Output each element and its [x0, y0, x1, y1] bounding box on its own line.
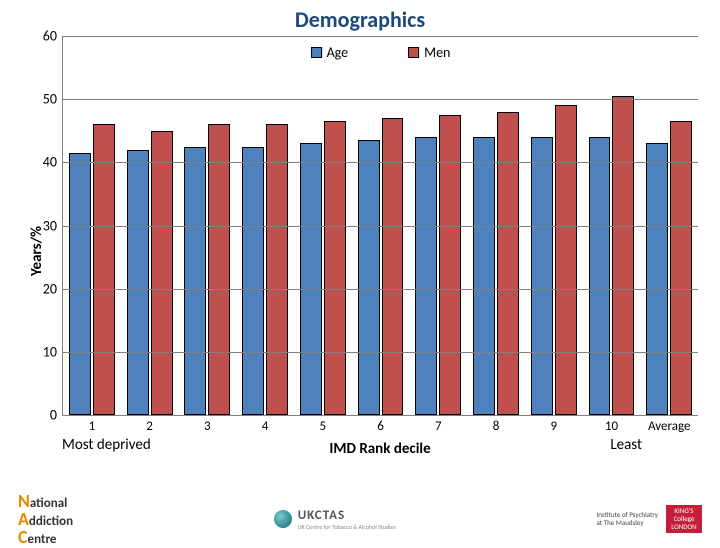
y-tick-label: 30: [43, 217, 63, 234]
gridline: [63, 289, 698, 290]
x-tick-label: Average: [640, 415, 698, 434]
bar: [184, 147, 206, 415]
bar: [266, 124, 288, 415]
y-tick-label: 0: [50, 407, 63, 424]
logo-ukctas: UKCTAS UK Centre for Tobacco & Alcohol S…: [274, 508, 396, 531]
x-tick-label: 9: [525, 415, 583, 434]
x-tick-label: 6: [352, 415, 410, 434]
gridline: [63, 162, 698, 163]
bar: [497, 112, 519, 415]
y-tick-label: 40: [43, 154, 63, 171]
chart-title: Demographics: [0, 0, 720, 33]
bar: [358, 140, 380, 415]
y-tick-label: 50: [43, 91, 63, 108]
chart-container: Years/% AgeMen 12345678910Average 010203…: [20, 36, 700, 466]
bar: [415, 137, 437, 415]
bar: [300, 143, 322, 415]
x-tick-label: 3: [178, 415, 236, 434]
globe-icon: [274, 510, 292, 528]
x-tick-label: 5: [294, 415, 352, 434]
plot-area: AgeMen 12345678910Average 0102030405060: [62, 36, 698, 416]
bar: [555, 105, 577, 415]
gridline: [63, 99, 698, 100]
x-tick-label: 2: [121, 415, 179, 434]
bar: [208, 124, 230, 415]
gridline: [63, 226, 698, 227]
x-tick-label: 4: [236, 415, 294, 434]
x-tick-label: 10: [583, 415, 641, 434]
bar: [151, 131, 173, 415]
y-tick-label: 10: [43, 343, 63, 360]
bar: [646, 143, 668, 415]
bar: [473, 137, 495, 415]
footer-logos: National Addiction Centre UKCTAS UK Cent…: [0, 498, 720, 540]
bar: [93, 124, 115, 415]
x-tick-label: 8: [467, 415, 525, 434]
bar: [670, 121, 692, 415]
y-tick-label: 60: [43, 28, 63, 45]
x-axis-label: IMD Rank decile: [62, 440, 698, 458]
x-tick-label: 1: [63, 415, 121, 434]
bar: [439, 115, 461, 415]
gridline: [63, 352, 698, 353]
sublabel-least: Least: [610, 436, 642, 454]
bar: [127, 150, 149, 415]
bar: [531, 137, 553, 415]
bar: [612, 96, 634, 415]
bar: [69, 153, 91, 415]
x-tick-label: 7: [409, 415, 467, 434]
logo-kcl-iop: Institute of Psychiatry at The Maudsley …: [596, 505, 702, 533]
bar: [589, 137, 611, 415]
bar: [242, 147, 264, 415]
y-tick-label: 20: [43, 280, 63, 297]
logo-nac: National Addiction Centre: [18, 492, 73, 546]
bar: [324, 121, 346, 415]
gridline: [63, 36, 698, 37]
